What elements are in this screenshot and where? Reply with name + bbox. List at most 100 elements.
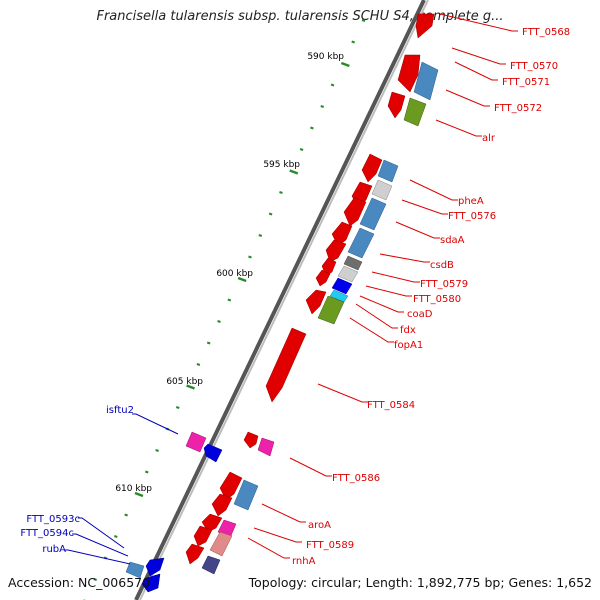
leader-line bbox=[409, 179, 458, 201]
feature-block[interactable] bbox=[403, 97, 427, 127]
cds-arrow[interactable] bbox=[185, 543, 205, 565]
feature-block[interactable] bbox=[317, 295, 345, 325]
gene-label-ftt-0584[interactable]: FTT_0584 bbox=[367, 400, 415, 411]
feature-block[interactable] bbox=[125, 561, 145, 579]
ruler-label-600: 600 kbp bbox=[216, 269, 253, 279]
leader-line bbox=[64, 549, 131, 565]
leader-line bbox=[289, 457, 332, 477]
feature-block[interactable] bbox=[371, 179, 393, 201]
ruler-tick bbox=[299, 148, 304, 151]
cds-forward bbox=[185, 13, 435, 565]
ruler-tick bbox=[196, 363, 201, 366]
ruler-tick bbox=[93, 578, 97, 581]
gene-label-ftt-0568[interactable]: FTT_0568 bbox=[522, 27, 570, 38]
leader-line bbox=[355, 303, 398, 329]
ruler-tick bbox=[217, 320, 221, 323]
cds-arrow[interactable] bbox=[243, 431, 259, 449]
cds-arrow[interactable] bbox=[265, 327, 307, 403]
ruler-label-590: 590 kbp bbox=[307, 52, 344, 62]
leader-line bbox=[317, 383, 368, 403]
ruler-tick bbox=[330, 83, 335, 87]
feature-block[interactable] bbox=[347, 227, 375, 259]
leader-line bbox=[435, 119, 482, 137]
cds-arrow[interactable] bbox=[325, 239, 347, 263]
gene-label-fopa1[interactable]: fopA1 bbox=[394, 340, 423, 351]
leader-line bbox=[78, 517, 125, 549]
gene-label-aroa[interactable]: aroA bbox=[308, 520, 331, 531]
ruler-tick bbox=[227, 298, 232, 302]
gene-label-ftt-0579[interactable]: FTT_0579 bbox=[420, 279, 468, 290]
leader-line bbox=[365, 285, 412, 297]
gene-label-ftt-0571[interactable]: FTT_0571 bbox=[502, 77, 550, 88]
gene-label-csdb[interactable]: csdB bbox=[430, 260, 454, 271]
ruler-labels: 590 kbp 595 kbp 600 kbp 605 kbp 610 kbp bbox=[115, 52, 344, 494]
feature-block[interactable] bbox=[359, 197, 387, 231]
genome-summary: Topology: circular; Length: 1,892,775 bp… bbox=[248, 575, 592, 590]
leader-line bbox=[349, 317, 394, 343]
gene-label-phea[interactable]: pheA bbox=[458, 196, 484, 207]
ruler-tick bbox=[134, 491, 144, 498]
gene-label-rnha[interactable]: rnhA bbox=[292, 556, 316, 567]
leader-line bbox=[132, 413, 179, 435]
feature-block[interactable] bbox=[257, 437, 275, 457]
ruler-tick bbox=[114, 535, 118, 538]
leader-line bbox=[451, 47, 506, 65]
feature-block[interactable] bbox=[185, 431, 207, 453]
gene-label-ftt-0570[interactable]: FTT_0570 bbox=[510, 61, 558, 72]
cds-arrow[interactable] bbox=[315, 269, 331, 287]
leader-line bbox=[395, 221, 440, 239]
cds-arrow[interactable] bbox=[145, 557, 165, 577]
gene-label-ftt-0586[interactable]: FTT_0586 bbox=[332, 473, 380, 484]
map-title: Francisella tularensis subsp. tularensis… bbox=[96, 9, 504, 24]
gene-label-alr[interactable]: alr bbox=[482, 133, 496, 144]
gene-label-ftt-0593c[interactable]: FTT_0593c bbox=[26, 514, 80, 525]
ruler-tick bbox=[320, 105, 325, 108]
gene-label-ftt-0576[interactable]: FTT_0576 bbox=[448, 211, 496, 222]
gene-label-ftt-0572[interactable]: FTT_0572 bbox=[494, 103, 542, 114]
feature-block[interactable] bbox=[201, 555, 221, 575]
ruler-tick bbox=[155, 449, 159, 452]
feature-track bbox=[201, 61, 439, 575]
gene-label-ruba[interactable]: rubA bbox=[42, 544, 66, 555]
feature-block[interactable] bbox=[413, 61, 439, 101]
ruler-tick bbox=[144, 470, 149, 474]
ruler-label-595: 595 kbp bbox=[263, 160, 300, 170]
cds-arrow[interactable] bbox=[211, 493, 233, 517]
cds-arrow[interactable] bbox=[141, 573, 161, 593]
cds-arrow[interactable] bbox=[343, 197, 367, 227]
gene-label-fdx[interactable]: fdx bbox=[400, 325, 416, 336]
cds-arrow[interactable] bbox=[305, 289, 327, 315]
gene-label-coad[interactable]: coaD bbox=[407, 309, 433, 320]
feature-block[interactable] bbox=[209, 531, 233, 557]
cds-arrow[interactable] bbox=[415, 13, 435, 39]
ruler-tick bbox=[361, 19, 366, 22]
gene-label-ftt-0580[interactable]: FTT_0580 bbox=[413, 294, 461, 305]
ruler-tick bbox=[175, 406, 180, 409]
backbone bbox=[134, 0, 429, 600]
cds-arrow[interactable] bbox=[397, 54, 421, 93]
leader-line bbox=[359, 295, 404, 313]
leader-line bbox=[261, 503, 306, 523]
feature-block[interactable] bbox=[343, 255, 363, 271]
cds-arrow[interactable] bbox=[387, 91, 406, 119]
ruler-tick bbox=[186, 384, 195, 390]
ruler-label-610: 610 kbp bbox=[115, 484, 152, 494]
feature-block[interactable] bbox=[331, 277, 353, 295]
leader-line bbox=[401, 199, 448, 215]
cds-arrow[interactable] bbox=[219, 471, 243, 501]
feature-block[interactable] bbox=[337, 265, 359, 283]
feature-block[interactable] bbox=[233, 479, 259, 511]
gene-label-ftt-0589[interactable]: FTT_0589 bbox=[306, 540, 354, 551]
cds-arrow[interactable] bbox=[203, 443, 223, 463]
cds-arrow[interactable] bbox=[193, 525, 213, 547]
feature-block[interactable] bbox=[377, 159, 399, 183]
ruler-tick bbox=[248, 255, 252, 259]
gene-label-sdaa[interactable]: sdaA bbox=[440, 235, 465, 246]
gene-label-isftu2[interactable]: isftu2 bbox=[106, 405, 134, 416]
accession-text: Accession: NC_006570 bbox=[8, 575, 151, 590]
gene-label-ftt-0594c[interactable]: FTT_0594c bbox=[20, 528, 74, 539]
cds-arrow[interactable] bbox=[361, 153, 383, 183]
leader-line bbox=[253, 527, 302, 543]
leader-line bbox=[371, 271, 420, 283]
